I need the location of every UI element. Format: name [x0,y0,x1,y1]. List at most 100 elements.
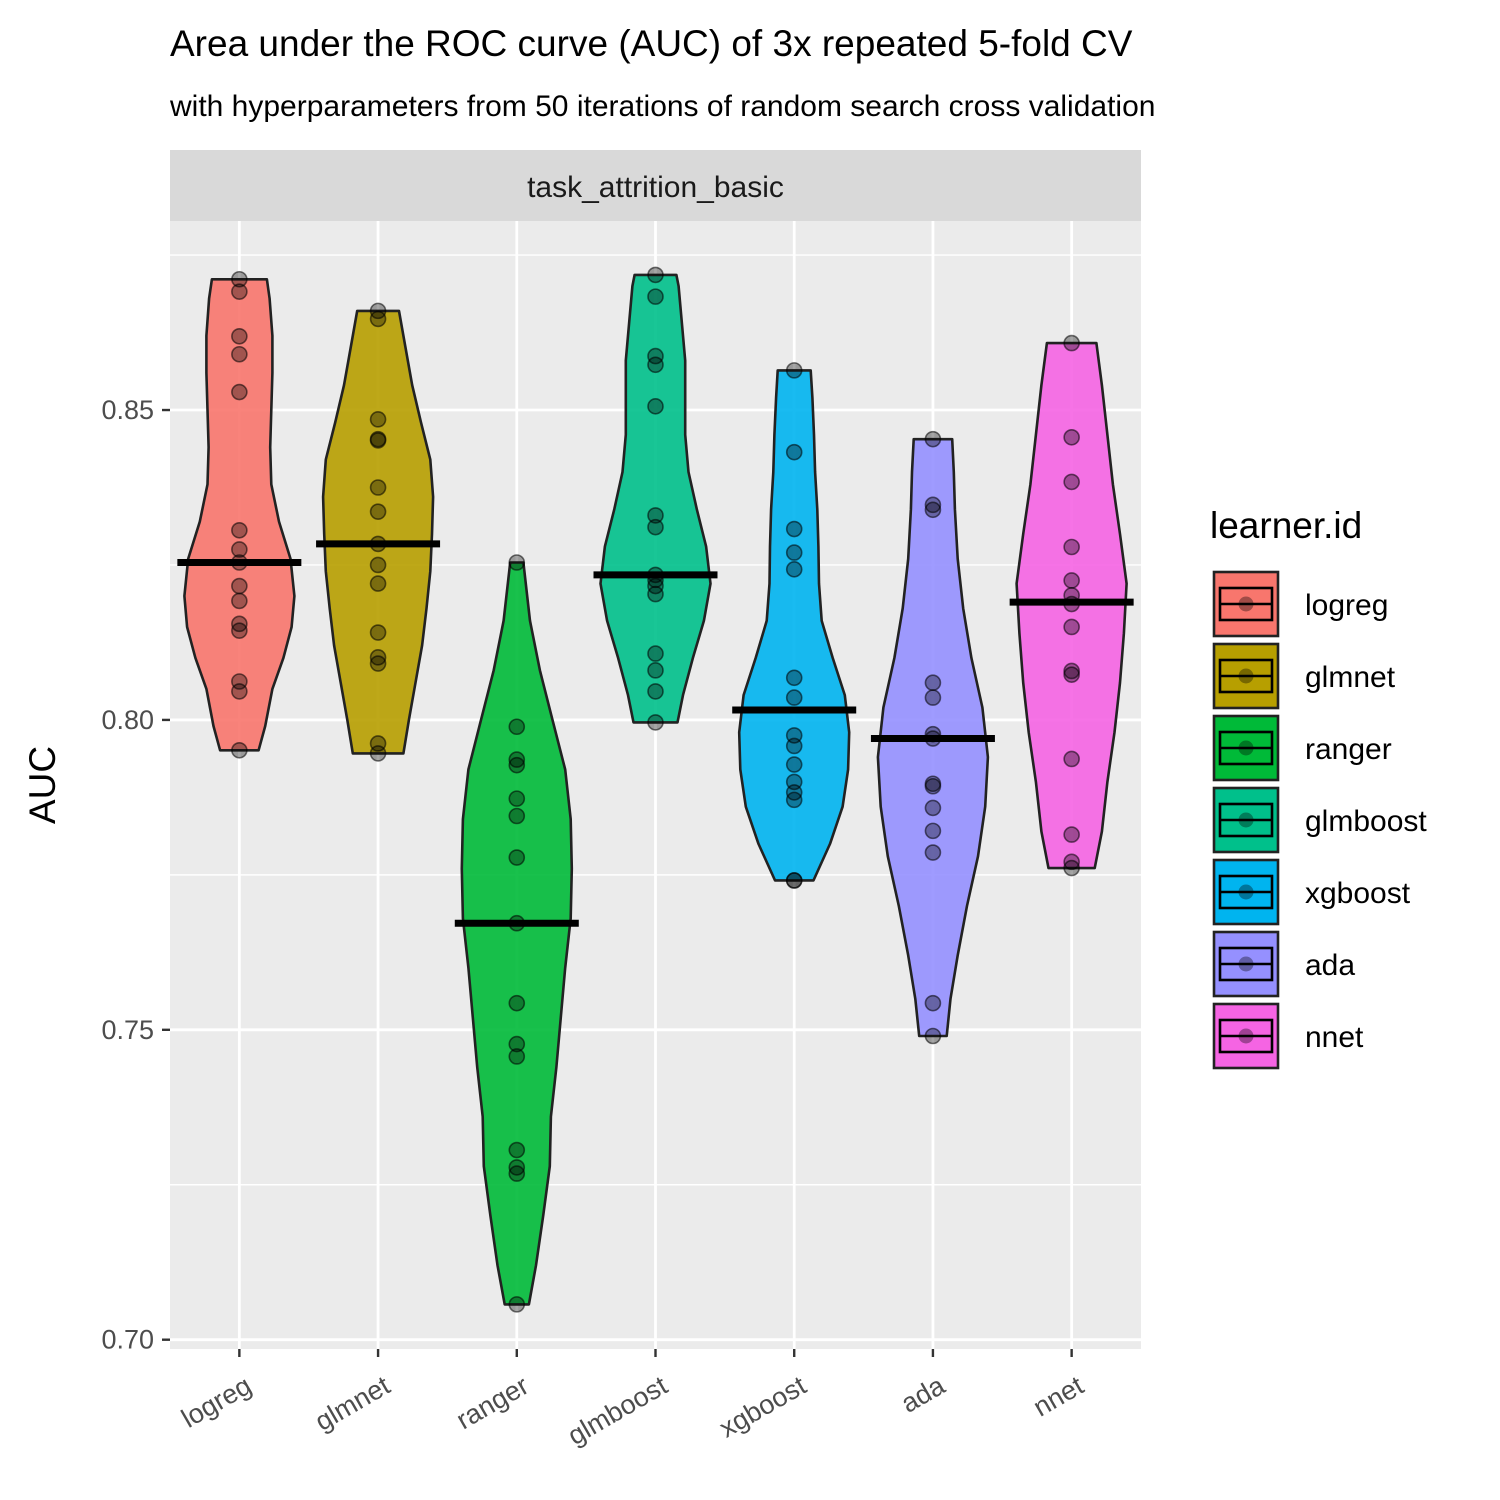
violin-ranger [460,561,574,1306]
violin-logreg [183,278,296,752]
point-nnet [1063,572,1080,589]
legend-label: glmnet [1305,661,1396,694]
point-nnet [1063,429,1080,446]
y-tick-label: 0.85 [101,395,154,425]
point-ranger [508,1296,526,1313]
legend-item-glmboost: glmboost [1212,786,1427,854]
x-tick-label: ranger [451,1370,534,1435]
point-glmboost [647,266,664,284]
point-ranger [508,1165,526,1182]
point-nnet [1063,618,1080,636]
point-nnet [1063,826,1080,843]
point-ranger [508,1035,526,1053]
point-ranger [508,790,526,807]
violin-xgboost [737,369,851,882]
point-xgboost [785,791,803,809]
legend-key-point [1238,956,1254,972]
point-logreg [231,741,248,759]
legend-label: nnet [1305,1021,1364,1054]
point-ranger [508,807,526,825]
point-ada [924,496,942,514]
legend-label: xgboost [1305,877,1411,910]
point-xgboost [785,443,803,461]
legend-item-ranger: ranger [1212,714,1392,782]
x-tick-label: logreg [176,1370,256,1434]
point-logreg [231,622,248,639]
point-logreg [231,592,248,610]
point-xgboost [785,362,803,379]
point-ada [924,674,942,692]
legend-label: glmboost [1305,805,1427,838]
legend-title: learner.id [1210,505,1362,546]
point-logreg [231,270,248,288]
point-ada [924,994,942,1012]
point-glmboost [647,507,664,524]
point-ranger [508,1048,526,1065]
point-logreg [231,283,248,300]
violin-glmboost [599,273,712,724]
point-ranger [508,718,526,736]
legend-item-nnet: nnet [1212,1002,1364,1070]
legend-key-point [1238,668,1254,684]
point-nnet [1063,666,1080,683]
point-ada [924,777,942,795]
point-logreg [231,683,248,700]
chart-title: Area under the ROC curve (AUC) of 3x rep… [170,23,1133,64]
point-glmboost [647,585,664,603]
legend-label: ada [1305,949,1355,982]
point-logreg [231,577,248,595]
legend-item-glmnet: glmnet [1212,642,1396,710]
facet-strip-label: task_attrition_basic [527,171,784,204]
y-axis-title: AUC [22,746,63,824]
point-nnet [1063,662,1080,680]
point-glmnet [369,649,387,666]
point-glmboost [647,683,664,700]
point-logreg [231,541,248,558]
point-nnet [1063,859,1080,877]
point-glmboost [647,398,664,415]
point-xgboost [785,737,803,755]
legend-label: logreg [1305,589,1388,622]
legend: learner.id logreg glmnet ranger glmboost xgb… [1210,505,1427,1070]
point-glmnet [369,411,387,428]
point-ranger [508,1159,526,1176]
point-glmboost [647,356,664,374]
violin-glmnet [321,309,435,755]
legend-key-point [1238,812,1254,828]
legend-key-point [1238,884,1254,900]
x-tick-label: glmnet [310,1370,396,1437]
point-glmboost [647,518,664,536]
y-axis: 0.70 0.75 0.80 0.85 [101,395,170,1355]
point-glmnet [369,310,387,328]
point-glmnet [369,556,387,574]
point-ranger [508,849,526,866]
facet-strip: task_attrition_basic [170,150,1141,221]
point-ranger [508,756,526,774]
point-glmboost [647,288,664,305]
point-xgboost [785,544,803,561]
median-lines [177,540,1134,927]
point-ranger [508,554,526,571]
point-ada [924,822,942,840]
point-nnet [1063,853,1080,871]
x-tick-label: ada [896,1370,951,1419]
point-ada [924,501,942,519]
point-ada [924,430,942,448]
point-nnet [1063,473,1080,491]
point-nnet [1063,334,1080,352]
x-tick-label: glmboost [563,1370,673,1451]
legend-key-point [1238,740,1254,756]
point-glmboost [647,714,664,731]
y-tick-label: 0.80 [101,705,154,735]
y-tick-label: 0.70 [101,1325,154,1355]
point-glmnet [369,575,387,592]
facet-strip-background [170,150,1141,221]
point-ranger [508,994,526,1012]
point-logreg [231,345,248,363]
point-ada [924,689,942,706]
point-ranger [508,751,526,768]
point-logreg [231,383,248,401]
legend-item-ada: ada [1212,930,1355,998]
point-nnet [1063,750,1080,768]
